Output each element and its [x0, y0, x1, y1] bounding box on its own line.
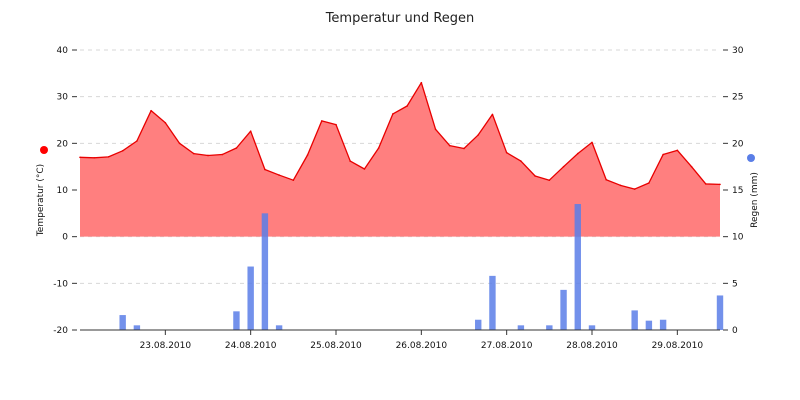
temperature-point: [605, 178, 608, 181]
temperature-point: [420, 81, 423, 84]
y-left-axis-title: Temperatur (°C): [36, 164, 46, 237]
temperature-point: [662, 153, 664, 156]
y-left-tick-label: 10: [57, 186, 69, 196]
temperature-point: [235, 147, 238, 149]
temperature-point: [548, 179, 551, 181]
rain-bar: [489, 275, 496, 330]
temperature-point: [520, 160, 522, 162]
rain-bar: [631, 310, 638, 330]
temperature-line: [79, 82, 721, 190]
temperature-point: [562, 165, 565, 168]
temperature-point: [576, 152, 579, 155]
plot-layer: [79, 81, 724, 330]
temperature-point: [392, 113, 394, 115]
temperature-point: [79, 156, 81, 159]
temperature-point: [434, 128, 437, 131]
temperature-point: [320, 120, 323, 122]
temperature-point: [121, 150, 124, 152]
y-right-tick-label: 25: [732, 93, 743, 103]
temperature-point: [676, 149, 679, 152]
y-left-tick-label: -20: [53, 326, 68, 336]
rain-bar: [475, 319, 482, 330]
temperature-point: [619, 184, 622, 187]
temperature-area: [80, 82, 720, 237]
temperature-point: [335, 123, 337, 126]
x-tick-label: 24.08.2010: [225, 341, 277, 351]
x-tick-label: 27.08.2010: [481, 341, 533, 351]
x-tick-label: 23.08.2010: [140, 341, 192, 351]
rain-bar: [133, 325, 141, 330]
temperature-point: [648, 182, 650, 184]
rain-bar: [119, 315, 126, 330]
y-right-axis-title: Regen (mm): [750, 172, 760, 228]
temperature-legend-dot: [40, 146, 48, 154]
rain-bar: [645, 320, 653, 330]
rain-bar: [247, 266, 254, 330]
rain-bar: [659, 319, 667, 330]
rain-bar: [574, 204, 581, 330]
y-right-tick-label: 5: [732, 279, 738, 289]
temperature-point: [363, 168, 366, 170]
temperature-point: [164, 122, 167, 124]
temperature-point: [150, 109, 152, 112]
y-left-tick-label: -10: [53, 279, 68, 289]
temperature-point: [93, 157, 96, 159]
temperature-point: [292, 179, 295, 181]
title-layer: Temperatur und Regen: [325, 11, 475, 26]
temperature-point: [221, 153, 224, 156]
x-tick-label: 25.08.2010: [310, 341, 362, 351]
rain-bar: [560, 289, 567, 330]
y-right-tick-label: 20: [732, 139, 744, 149]
temperature-point: [136, 140, 138, 142]
rain-bar: [716, 295, 724, 330]
temperature-point: [591, 141, 593, 144]
temperature-point: [192, 152, 195, 155]
chart-title: Temperatur und Regen: [325, 11, 475, 26]
temperature-point: [178, 142, 181, 145]
y-left-tick-label: 0: [62, 233, 68, 243]
rain-bar: [517, 325, 525, 330]
temperature-point: [477, 134, 480, 136]
temperature-point: [107, 156, 110, 158]
rain-bar: [275, 325, 283, 330]
temperature-point: [207, 154, 209, 157]
temperature-point: [278, 174, 280, 176]
temperature-point: [690, 165, 693, 168]
temperature-point: [306, 154, 309, 156]
temperature-point: [406, 105, 408, 107]
rain-bar: [546, 325, 553, 330]
temperature-point: [633, 188, 636, 190]
x-tick-label: 26.08.2010: [396, 341, 448, 351]
y-left-tick-label: 40: [57, 46, 69, 56]
temperature-point: [463, 147, 465, 150]
temperature-point: [505, 151, 508, 154]
rain-bar: [233, 311, 240, 330]
temperature-point: [377, 147, 380, 149]
x-tick-label: 29.08.2010: [652, 341, 704, 351]
x-tick-label: 28.08.2010: [566, 341, 618, 351]
y-right-tick-label: 10: [732, 233, 744, 243]
temperature-point: [448, 144, 451, 147]
temperature-point: [249, 130, 252, 132]
rain-bar: [261, 213, 269, 330]
y-left-tick-label: 20: [57, 139, 69, 149]
y-right-tick-label: 15: [732, 186, 743, 196]
temperature-point: [704, 183, 707, 185]
temperature-point: [349, 160, 352, 162]
temperature-point: [264, 168, 266, 171]
temperature-point: [719, 183, 721, 186]
temperature-point: [534, 175, 536, 177]
rain-bar: [588, 325, 596, 330]
axis-layer: -20 -10 0 10 20 30 40 0 5 10 15 20 25 30 23.08.2010 24.…: [36, 46, 760, 351]
rain-legend-dot: [747, 154, 755, 162]
temperature-point: [491, 113, 494, 116]
y-right-tick-label: 0: [732, 326, 738, 336]
y-left-tick-label: 30: [57, 93, 69, 103]
y-right-tick-label: 30: [732, 46, 744, 56]
